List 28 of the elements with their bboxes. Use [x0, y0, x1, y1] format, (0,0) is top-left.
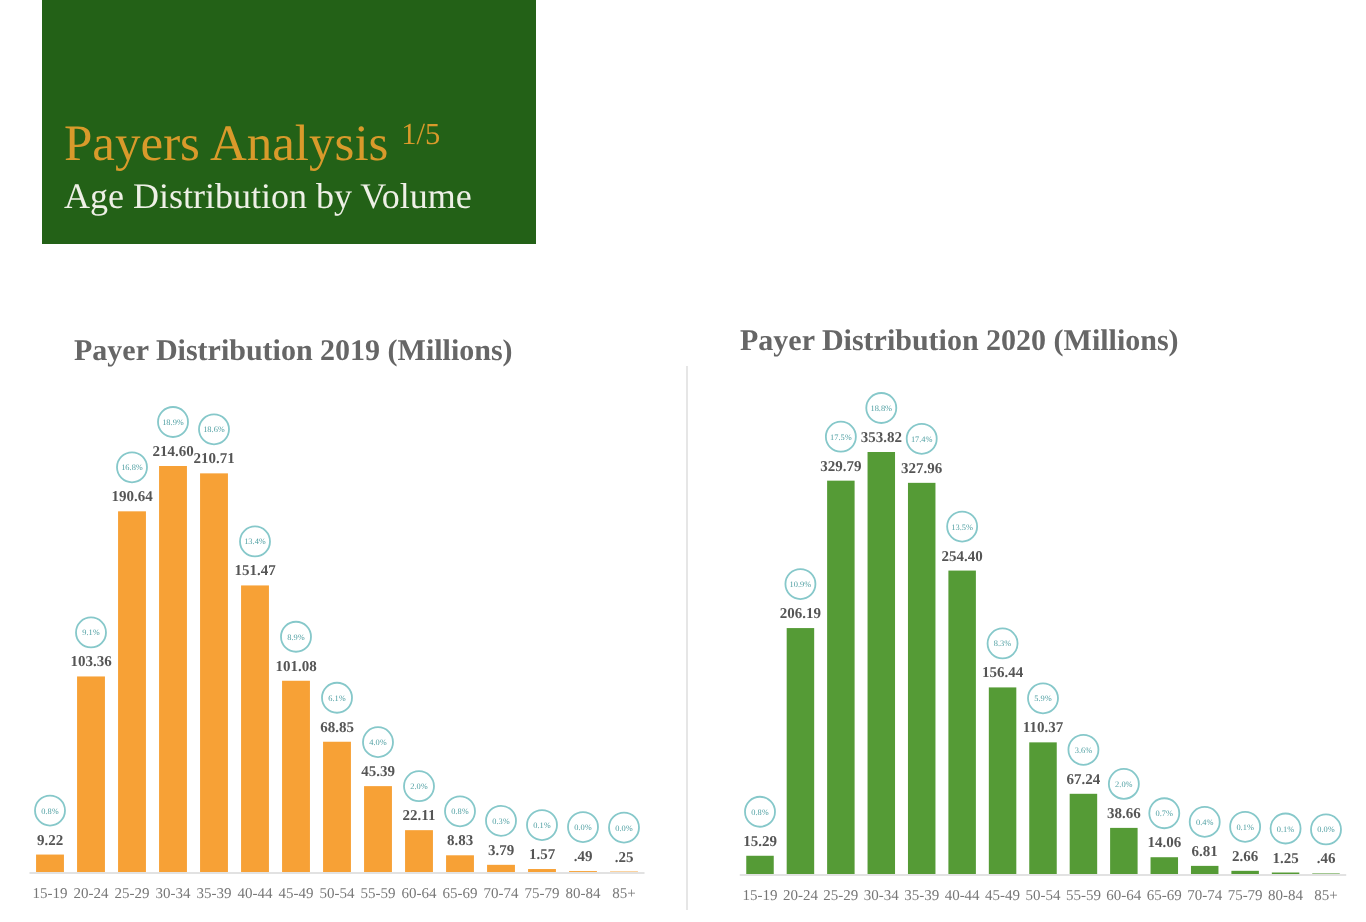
text: Age Distribution by Volume [64, 176, 472, 216]
bar [907, 482, 936, 874]
bar [364, 786, 392, 872]
bar [1069, 793, 1098, 874]
text: Payers Analysis $^{1/5}$ [64, 114, 441, 172]
bar [1110, 827, 1138, 874]
bar [446, 855, 474, 872]
bar [487, 864, 515, 872]
bar [323, 741, 351, 872]
bar [746, 855, 774, 874]
bar [241, 585, 269, 872]
bar [405, 830, 433, 872]
bar [867, 452, 896, 874]
bar [159, 466, 187, 872]
bar [827, 480, 855, 874]
bar [200, 473, 228, 872]
bar [948, 570, 976, 874]
bar [786, 628, 815, 874]
bar [988, 687, 1017, 874]
bar [36, 854, 64, 872]
bar [1190, 865, 1219, 874]
bar [1150, 857, 1179, 874]
bar [1029, 742, 1057, 874]
chart-title: Payer Distribution 2019 (Millions) [74, 336, 513, 368]
bar [77, 676, 105, 872]
bar [282, 680, 310, 872]
bar [118, 511, 146, 872]
chart-title: Payer Distribution 2020 (Millions) [740, 326, 1179, 358]
